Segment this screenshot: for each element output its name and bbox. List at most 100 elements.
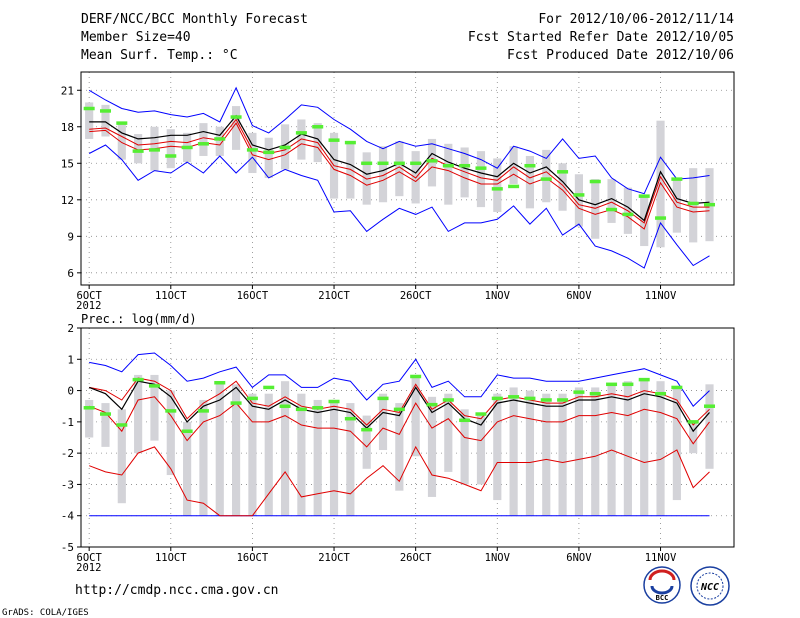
observation-marker: [361, 427, 373, 432]
observation-marker: [704, 202, 716, 207]
spread-box: [525, 155, 535, 209]
spread-box: [460, 409, 469, 485]
spread-box: [248, 393, 257, 516]
observation-marker: [671, 177, 683, 181]
chart-title: DERF/NCC/BCC Monthly Forecast: [81, 12, 308, 27]
observation-marker: [459, 163, 471, 168]
x-tick-label: 11NOV: [645, 552, 677, 564]
observation-marker: [344, 140, 356, 145]
spread-box: [558, 393, 567, 516]
x-tick-label: 6OCT: [77, 290, 103, 302]
spread-box: [542, 149, 551, 203]
y-tick-label: -5: [61, 541, 74, 554]
x-tick-label: 26OCT: [400, 290, 432, 302]
spread-box: [509, 387, 518, 516]
spread-box: [493, 158, 502, 212]
observation-marker: [622, 382, 634, 387]
spread-box: [672, 387, 681, 501]
x-tick-label: 1NOV: [485, 290, 511, 302]
x-tick-label: 21OCT: [318, 552, 350, 564]
observation-marker: [410, 161, 422, 166]
observation-marker: [148, 384, 160, 388]
spread-box: [378, 146, 388, 203]
spread-box: [378, 393, 388, 451]
observation-marker: [165, 154, 177, 158]
observation-marker: [263, 385, 275, 390]
observation-marker: [181, 145, 193, 150]
x-tick-label: 11OCT: [155, 290, 187, 302]
spread-box: [85, 399, 94, 438]
precip-panel-title: Prec.: log(mm/d): [81, 312, 197, 326]
x-tick-label: 6OCT: [77, 552, 103, 564]
observation-marker: [393, 161, 405, 166]
upper-series-line: [89, 118, 710, 224]
y-tick-label: 2: [67, 322, 74, 335]
observation-marker: [393, 407, 405, 412]
spread-box: [444, 393, 453, 472]
observation-marker: [638, 377, 650, 382]
observation-marker: [214, 137, 226, 141]
spread-box: [493, 393, 502, 501]
observation-marker: [410, 374, 422, 379]
observation-marker: [148, 148, 160, 152]
spread-box: [215, 384, 224, 516]
observation-marker: [312, 406, 324, 410]
observation-marker: [263, 150, 275, 155]
spread-box: [215, 126, 224, 156]
upper-series-line: [89, 377, 710, 426]
observation-marker: [344, 416, 356, 421]
spread-box: [232, 384, 241, 516]
spread-box: [117, 409, 126, 504]
spread-box: [411, 374, 420, 457]
observation-marker: [606, 207, 618, 212]
spread-box: [591, 387, 600, 516]
source-url[interactable]: http://cmdp.ncc.cma.gov.cn: [75, 583, 279, 598]
spread-box: [199, 123, 208, 156]
observation-marker: [475, 412, 487, 416]
ensemble-mean-line: [88, 380, 710, 433]
observation-marker: [589, 179, 601, 184]
spread-box: [525, 390, 535, 516]
observation-marker: [377, 161, 389, 166]
observation-marker: [655, 391, 667, 396]
observation-marker: [589, 391, 601, 396]
spread-box: [476, 415, 486, 485]
spread-box: [134, 134, 143, 164]
observation-marker: [116, 121, 128, 125]
spread-box: [166, 390, 175, 476]
x-tick-label: 11OCT: [155, 552, 187, 564]
observation-marker: [83, 406, 95, 410]
max-series-line: [89, 352, 710, 407]
observation-marker: [295, 407, 307, 412]
spread-box: [395, 403, 404, 491]
observation-marker: [557, 170, 569, 174]
y-tick-label: -3: [61, 478, 74, 491]
observation-marker: [442, 163, 454, 168]
y-tick-label: -2: [61, 447, 74, 460]
spread-box: [542, 393, 551, 516]
observation-marker: [116, 423, 128, 427]
plot-frame: [80, 327, 735, 548]
observation-marker: [279, 404, 291, 408]
observation-marker: [328, 138, 340, 142]
observation-marker: [622, 212, 634, 217]
spread-box: [689, 168, 698, 243]
observation-marker: [361, 161, 373, 166]
observation-marker: [540, 177, 552, 181]
observation-marker: [524, 163, 536, 168]
x-tick-label: 6NOV: [566, 290, 592, 302]
observation-marker: [246, 148, 258, 152]
observation-marker: [606, 382, 618, 387]
y-tick-label: 9: [67, 230, 74, 243]
spread-box: [313, 399, 322, 516]
observation-marker: [442, 398, 454, 402]
observation-marker: [132, 149, 144, 153]
spread-box: [509, 146, 518, 184]
observation-marker: [655, 216, 667, 220]
spread-box: [264, 393, 273, 516]
spread-box: [264, 137, 273, 178]
spread-box: [574, 387, 583, 516]
x-tick-label: 11NOV: [645, 290, 677, 302]
y-tick-label: 21: [61, 84, 74, 97]
